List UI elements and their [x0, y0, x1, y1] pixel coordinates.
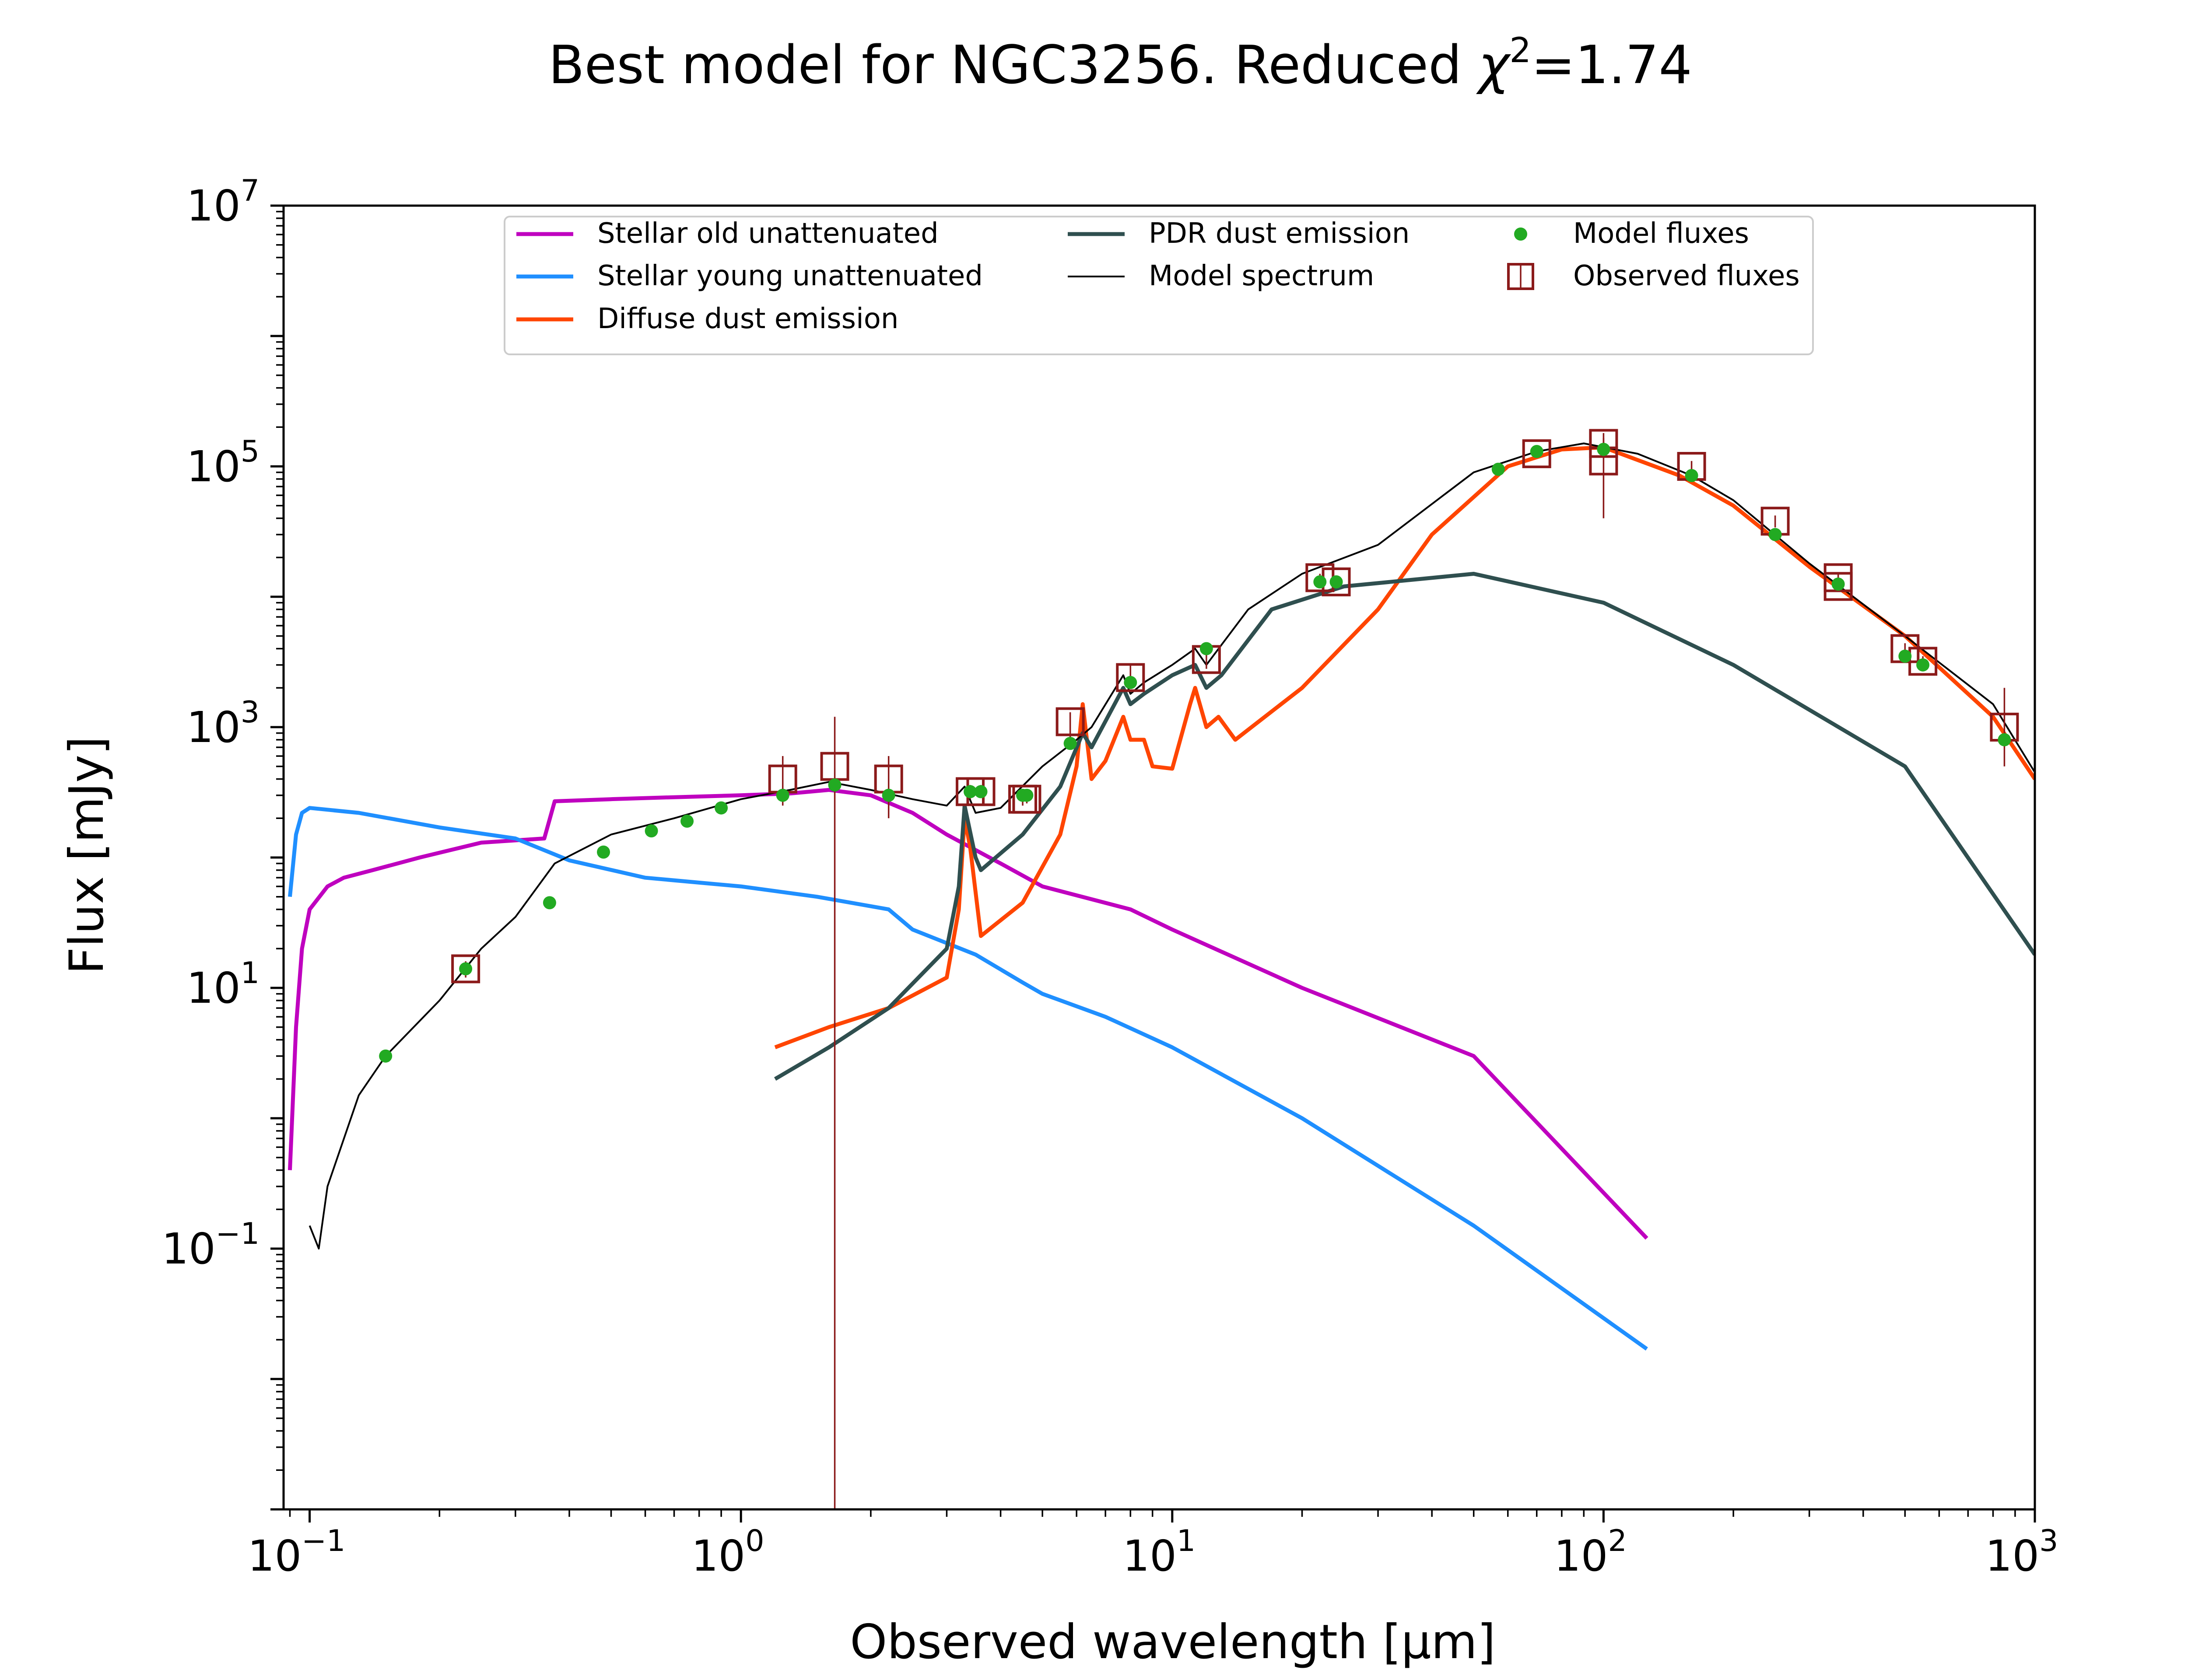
- plot-content: [288, 429, 2035, 1509]
- observed-flux-marker: [1823, 572, 1853, 601]
- model-flux-point: [1530, 445, 1543, 458]
- model-flux-point: [1998, 733, 2011, 746]
- model-flux-point: [776, 788, 789, 802]
- x-tick-label: 103: [1985, 1524, 2058, 1581]
- model-flux-point: [1063, 737, 1077, 750]
- chart-title: Best model for NGC3256. Reduced χ2=1.74: [548, 31, 1692, 96]
- x-tick-label: 10−1: [248, 1524, 346, 1581]
- y-tick-label: 105: [186, 434, 259, 491]
- diffuse-dust-emission-line: [774, 445, 2035, 1050]
- observed-flux-marker: [1522, 439, 1551, 469]
- plot-frame: [282, 204, 2036, 1511]
- model-flux-point: [597, 845, 610, 859]
- observed-flux-marker: [451, 954, 480, 984]
- model-flux-point: [1313, 575, 1327, 589]
- model-flux-point: [1597, 443, 1610, 456]
- model-flux-point: [680, 814, 694, 828]
- model-flux-point: [543, 896, 556, 910]
- model-flux-point: [1898, 649, 1912, 663]
- axes: 10−1 100 101 102 103 10−1 101 103 105 107: [161, 174, 2058, 1581]
- pdr-dust-emission-line: [774, 572, 2035, 1081]
- model-flux-point: [1768, 528, 1782, 541]
- legend-label-stellar-young-unattenuated: Stellar young unattenuated: [597, 260, 983, 292]
- model-flux-point: [1124, 676, 1137, 689]
- plot-area: [288, 429, 2035, 1509]
- y-axis-label: Flux [mJy]: [60, 736, 114, 974]
- legend: Stellar old unattenuated Stellar young un…: [504, 216, 1814, 355]
- model-flux-point: [1831, 578, 1845, 591]
- legend-swatch-model-fluxes: [1514, 228, 1527, 241]
- model-flux-point: [645, 824, 658, 838]
- x-tick-label: 102: [1554, 1524, 1627, 1581]
- model-flux-point: [1685, 469, 1698, 483]
- model-flux-point: [1199, 642, 1213, 655]
- model-flux-point: [1491, 462, 1505, 476]
- y-tick-label: 103: [186, 695, 259, 752]
- model-spectrum-line: [309, 442, 2035, 1250]
- model-flux-point: [1916, 658, 1930, 672]
- legend-label-observed-fluxes: Observed fluxes: [1573, 260, 1800, 292]
- stellar-old-unattenuated-line: [288, 788, 1648, 1240]
- model-flux-point: [379, 1049, 393, 1063]
- x-axis-label: Observed wavelength [μm]: [850, 1615, 1496, 1670]
- y-tick-label: 101: [186, 956, 259, 1013]
- legend-label-pdr-dust-emission: PDR dust emission: [1149, 217, 1410, 250]
- legend-label-diffuse-dust-emission: Diffuse dust emission: [597, 303, 898, 335]
- stellar-young-unattenuated-line: [288, 806, 1648, 1351]
- y-tick-label: 10−1: [161, 1217, 259, 1274]
- model-flux-point: [882, 788, 895, 802]
- x-tick-label: 100: [691, 1524, 764, 1581]
- model-flux-point: [1329, 575, 1343, 589]
- x-tick-label: 101: [1122, 1524, 1196, 1581]
- y-tick-label: 107: [186, 174, 259, 231]
- model-flux-point: [1020, 788, 1034, 802]
- legend-label-model-spectrum: Model spectrum: [1149, 260, 1374, 292]
- model-flux-point: [715, 801, 728, 815]
- observed-flux-marker: [1012, 784, 1041, 814]
- legend-label-model-fluxes: Model fluxes: [1573, 217, 1749, 250]
- legend-label-stellar-old-unattenuated: Stellar old unattenuated: [597, 217, 939, 250]
- model-flux-point: [828, 778, 842, 792]
- legend-box: [504, 216, 1814, 355]
- model-flux-point: [974, 785, 988, 798]
- observed-flux-marker: [1908, 647, 1938, 676]
- observed-flux-marker: [1116, 663, 1145, 692]
- model-flux-point: [459, 962, 473, 976]
- model-flux-point: [964, 785, 977, 798]
- observed-flux-marker: [1055, 707, 1085, 736]
